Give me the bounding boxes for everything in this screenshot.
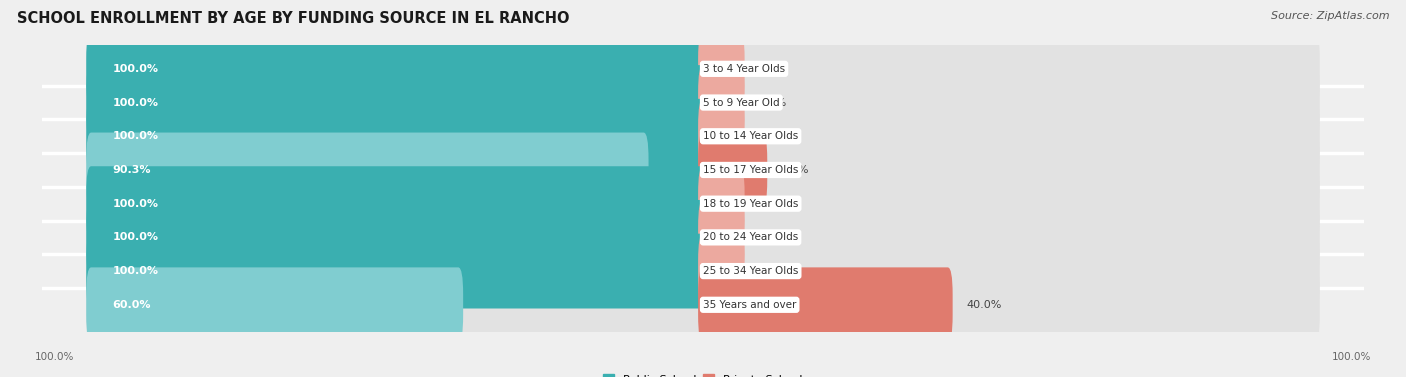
Text: 0.0%: 0.0%	[758, 232, 786, 242]
FancyBboxPatch shape	[699, 31, 745, 106]
Text: 40.0%: 40.0%	[966, 300, 1001, 310]
FancyBboxPatch shape	[699, 234, 745, 308]
Text: 3 to 4 Year Olds: 3 to 4 Year Olds	[703, 64, 785, 74]
FancyBboxPatch shape	[699, 200, 745, 275]
Text: 15 to 17 Year Olds: 15 to 17 Year Olds	[703, 165, 799, 175]
FancyBboxPatch shape	[86, 133, 707, 207]
Text: SCHOOL ENROLLMENT BY AGE BY FUNDING SOURCE IN EL RANCHO: SCHOOL ENROLLMENT BY AGE BY FUNDING SOUR…	[17, 11, 569, 26]
Text: 60.0%: 60.0%	[112, 300, 150, 310]
FancyBboxPatch shape	[86, 267, 707, 342]
FancyBboxPatch shape	[699, 65, 1320, 140]
Text: 0.0%: 0.0%	[758, 64, 786, 74]
FancyBboxPatch shape	[86, 200, 707, 275]
FancyBboxPatch shape	[86, 234, 707, 308]
Text: 0.0%: 0.0%	[758, 98, 786, 107]
FancyBboxPatch shape	[86, 133, 648, 207]
FancyBboxPatch shape	[699, 133, 768, 207]
FancyBboxPatch shape	[699, 133, 1320, 207]
FancyBboxPatch shape	[699, 267, 953, 342]
FancyBboxPatch shape	[699, 166, 1320, 241]
FancyBboxPatch shape	[86, 65, 707, 140]
Text: 100.0%: 100.0%	[112, 131, 159, 141]
Text: 100.0%: 100.0%	[112, 266, 159, 276]
Text: 5 to 9 Year Old: 5 to 9 Year Old	[703, 98, 779, 107]
Text: 35 Years and over: 35 Years and over	[703, 300, 796, 310]
Text: 100.0%: 100.0%	[112, 64, 159, 74]
Text: 0.0%: 0.0%	[758, 131, 786, 141]
FancyBboxPatch shape	[86, 31, 707, 106]
FancyBboxPatch shape	[699, 267, 1320, 342]
Legend: Public School, Private School: Public School, Private School	[599, 370, 807, 377]
FancyBboxPatch shape	[86, 65, 707, 140]
FancyBboxPatch shape	[86, 234, 707, 308]
FancyBboxPatch shape	[86, 166, 707, 241]
Text: 25 to 34 Year Olds: 25 to 34 Year Olds	[703, 266, 799, 276]
Text: Source: ZipAtlas.com: Source: ZipAtlas.com	[1271, 11, 1389, 21]
FancyBboxPatch shape	[699, 99, 1320, 174]
Text: 0.0%: 0.0%	[758, 266, 786, 276]
FancyBboxPatch shape	[699, 166, 745, 241]
FancyBboxPatch shape	[86, 267, 463, 342]
Text: 90.3%: 90.3%	[112, 165, 150, 175]
FancyBboxPatch shape	[86, 200, 707, 275]
FancyBboxPatch shape	[699, 234, 1320, 308]
Text: 100.0%: 100.0%	[112, 232, 159, 242]
FancyBboxPatch shape	[699, 65, 745, 140]
Text: 0.0%: 0.0%	[758, 199, 786, 208]
FancyBboxPatch shape	[86, 166, 707, 241]
Text: 9.7%: 9.7%	[780, 165, 810, 175]
Text: 20 to 24 Year Olds: 20 to 24 Year Olds	[703, 232, 799, 242]
Text: 100.0%: 100.0%	[112, 98, 159, 107]
Text: 100.0%: 100.0%	[35, 352, 75, 362]
FancyBboxPatch shape	[86, 99, 707, 174]
Text: 100.0%: 100.0%	[112, 199, 159, 208]
Text: 100.0%: 100.0%	[1331, 352, 1371, 362]
Text: 18 to 19 Year Olds: 18 to 19 Year Olds	[703, 199, 799, 208]
FancyBboxPatch shape	[699, 200, 1320, 275]
FancyBboxPatch shape	[86, 99, 707, 174]
FancyBboxPatch shape	[699, 31, 1320, 106]
FancyBboxPatch shape	[86, 31, 707, 106]
FancyBboxPatch shape	[699, 99, 745, 174]
Text: 10 to 14 Year Olds: 10 to 14 Year Olds	[703, 131, 799, 141]
